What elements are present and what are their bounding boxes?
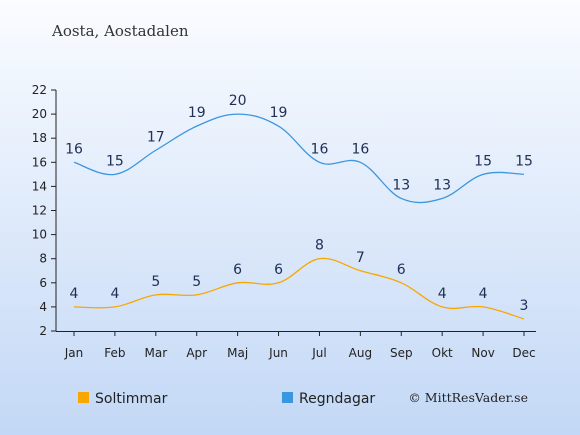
chart-title: Aosta, Aostadalen: [51, 22, 189, 40]
data-label-soltimmar: 4: [70, 286, 79, 302]
data-label-regndagar: 15: [515, 153, 533, 169]
data-label-soltimmar: 4: [438, 286, 447, 302]
series-lines: [73, 113, 525, 320]
x-tick-label: Jun: [268, 346, 288, 360]
legend-label-regndagar: Regndagar: [299, 391, 375, 407]
data-label-soltimmar: 4: [110, 286, 119, 302]
y-tick-label: 14: [32, 179, 47, 193]
x-tick-label: Nov: [471, 346, 494, 360]
data-label-regndagar: 15: [106, 153, 124, 169]
x-tick-label: Dec: [512, 346, 535, 360]
data-label-soltimmar: 6: [274, 262, 283, 278]
y-tick-label: 16: [32, 155, 47, 169]
y-tick-label: 10: [32, 228, 47, 242]
x-tick-label: Feb: [104, 346, 125, 360]
data-label-regndagar: 17: [147, 129, 165, 145]
x-tick-label: Apr: [186, 346, 207, 360]
y-tick-label: 12: [32, 204, 47, 218]
axes: 2 4 6 8 10 12 14 16 18 20 22 Jan Feb Mar Apr Maj Jun Jul A…: [32, 83, 536, 360]
y-tick-label: 4: [39, 300, 47, 314]
y-tick-label: 8: [39, 252, 47, 266]
legend-swatch-soltimmar: [78, 392, 89, 403]
x-tick-label: Sep: [390, 346, 413, 360]
x-tick-label: Maj: [227, 346, 248, 360]
data-label-regndagar: 13: [392, 177, 410, 193]
data-label-regndagar: 19: [188, 105, 206, 121]
x-tick-label: Aug: [349, 346, 372, 360]
data-label-soltimmar: 7: [356, 250, 365, 266]
data-label-soltimmar: 6: [397, 262, 406, 278]
y-tick-label: 18: [32, 131, 47, 145]
data-label-soltimmar: 5: [192, 274, 201, 290]
y-tick-label: 2: [39, 324, 47, 338]
data-label-regndagar: 15: [474, 153, 492, 169]
data-label-soltimmar: 4: [479, 286, 488, 302]
data-label-regndagar: 13: [433, 177, 451, 193]
data-label-soltimmar: 3: [520, 298, 529, 314]
x-tick-label: Okt: [432, 346, 453, 360]
data-label-soltimmar: 8: [315, 238, 324, 254]
y-tick-label: 20: [32, 107, 47, 121]
series-line-soltimmar: [73, 257, 525, 320]
x-tick-label: Jul: [311, 346, 326, 360]
data-label-regndagar: 16: [65, 141, 83, 157]
data-label-soltimmar: 5: [151, 274, 160, 290]
legend: Soltimmar Regndagar: [78, 391, 375, 407]
x-tick-label: Mar: [144, 346, 167, 360]
data-label-soltimmar: 6: [233, 262, 242, 278]
x-tick-label: Jan: [64, 346, 84, 360]
y-tick-label: 22: [32, 83, 47, 97]
legend-swatch-regndagar: [282, 392, 293, 403]
credit-text: © MittResVader.se: [408, 390, 528, 405]
data-labels: 4 4 5 5 6 6 8 7 6 4 4 3 16 15 17 19 20 19 16 16 13 13 15 15: [65, 93, 533, 314]
y-tick-label: 6: [39, 276, 47, 290]
data-label-regndagar: 16: [351, 141, 369, 157]
series-line-regndagar: [73, 113, 525, 204]
data-label-regndagar: 20: [229, 93, 247, 109]
data-label-regndagar: 16: [311, 141, 329, 157]
data-label-regndagar: 19: [270, 105, 288, 121]
legend-label-soltimmar: Soltimmar: [95, 391, 168, 407]
